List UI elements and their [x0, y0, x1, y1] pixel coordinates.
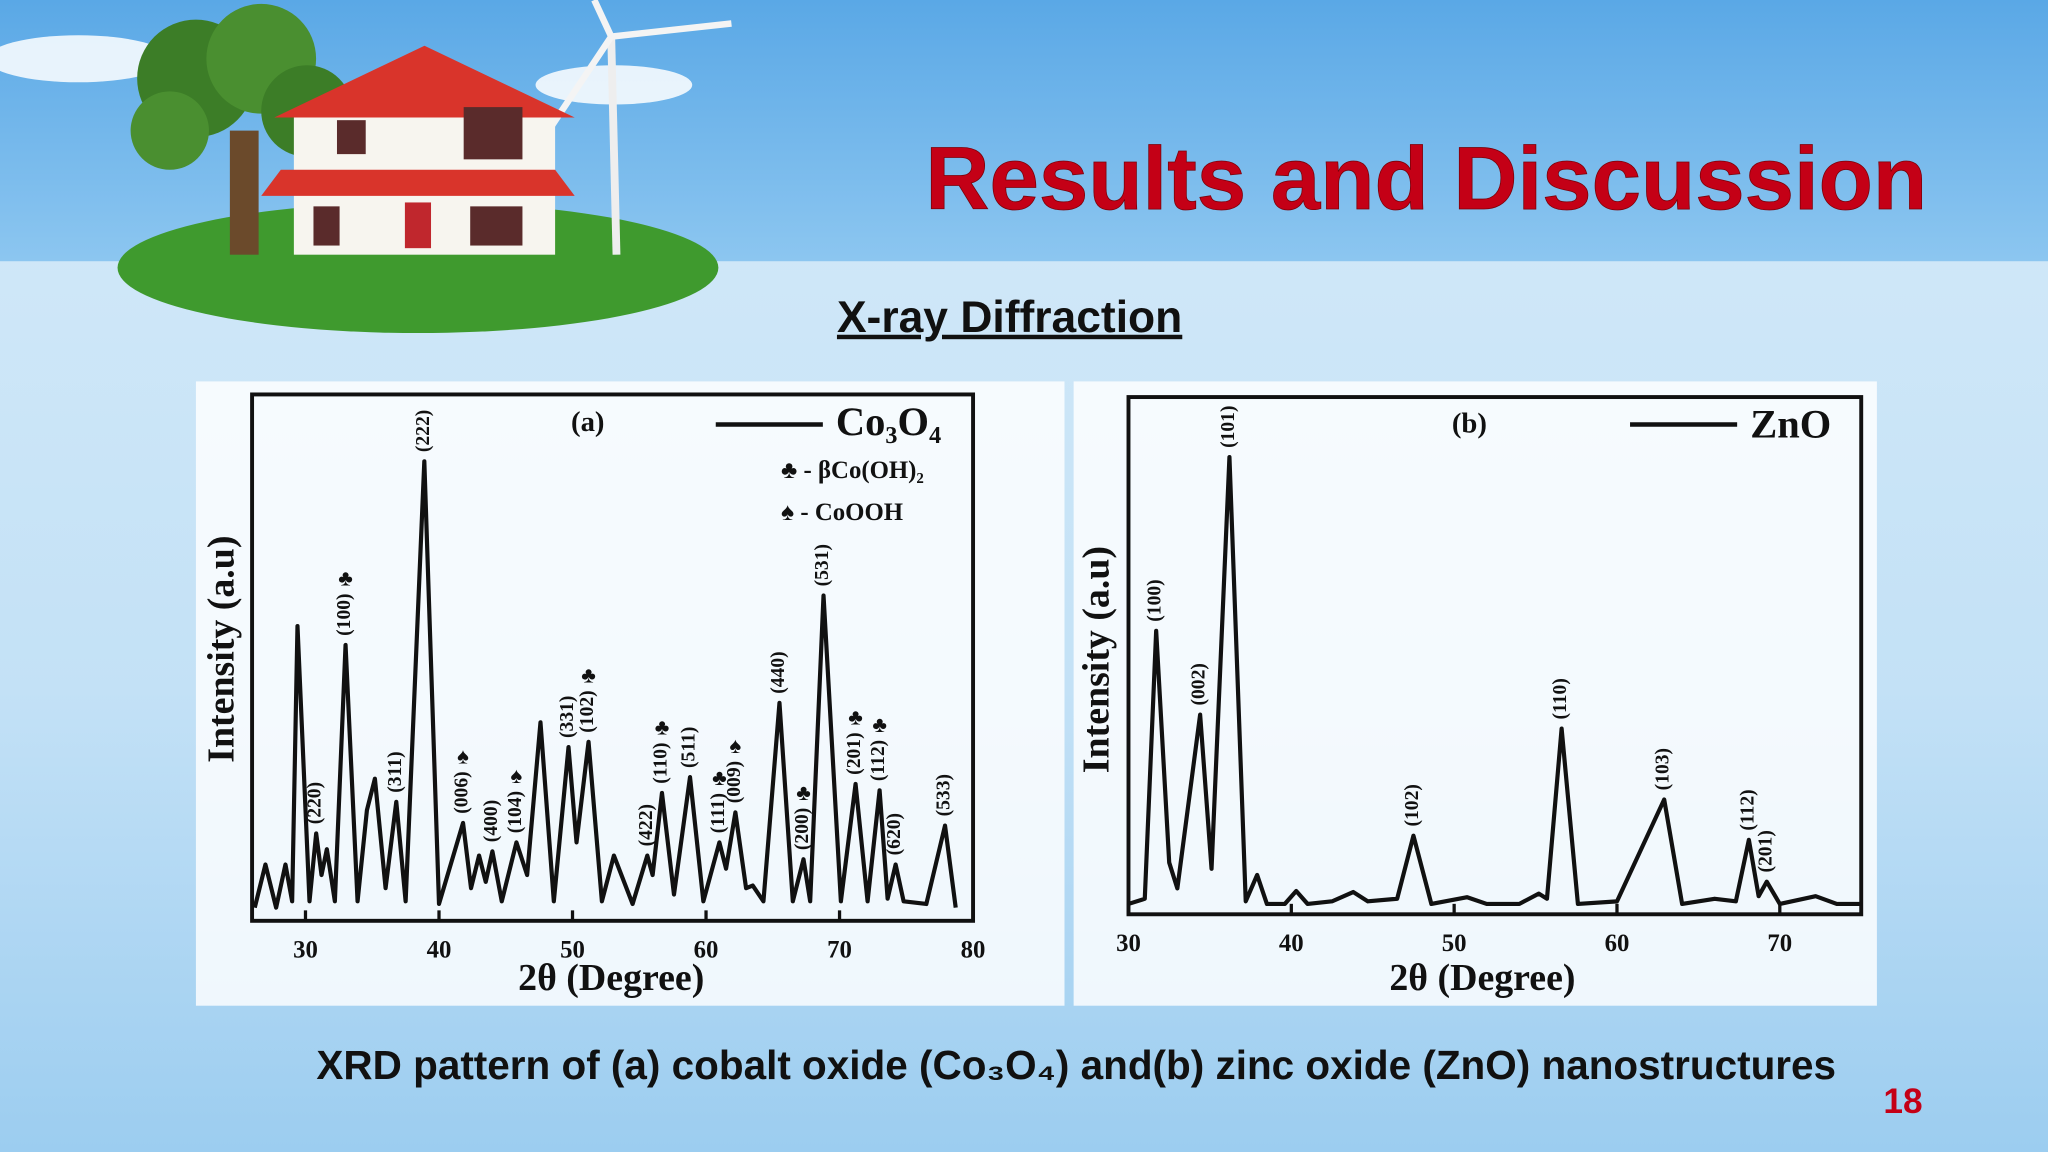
plot-frame [1126, 395, 1864, 917]
peak-label: (422) [636, 804, 657, 846]
peak-symbol: ♣ [581, 662, 596, 687]
slide-title: Results and Discussion [925, 129, 1927, 228]
turbine-blade [610, 20, 732, 40]
peak-label: (222) [413, 410, 434, 452]
peak-label: (200) [792, 808, 813, 850]
peak-label: (009) [724, 761, 745, 803]
y-axis-label: Intensity (a.u) [1075, 546, 1117, 773]
x-tick-label: 60 [694, 936, 719, 963]
peak-symbol: ♣ [848, 705, 863, 730]
peak-label: (201) [844, 732, 865, 774]
tree-canopy [130, 91, 209, 170]
plot-frame [250, 392, 976, 923]
peak-label: (102) [1402, 784, 1423, 826]
x-axis-label: 2θ (Degree) [518, 957, 704, 999]
peak-symbol: ♠ [457, 744, 469, 769]
window [463, 107, 523, 160]
x-tick-label: 50 [1442, 930, 1467, 957]
peak-symbol: ♣ [796, 780, 811, 805]
window [470, 206, 523, 246]
peak-label: (102) [577, 690, 598, 732]
legend-label: ZnO [1750, 402, 1831, 447]
xrd-line [252, 459, 958, 910]
window [313, 206, 340, 246]
section-title: X-ray Diffraction [837, 293, 1182, 342]
peak-label: (220) [305, 782, 326, 824]
x-tick-label: 30 [1116, 930, 1141, 957]
peak-label: (531) [812, 544, 833, 586]
illustration [0, 0, 732, 334]
peak-label: (103) [1653, 748, 1674, 790]
legend-note: ♠ - CoOOH [781, 499, 903, 526]
hill [117, 202, 719, 334]
panel-label: (b) [1452, 407, 1487, 439]
chart-panel [195, 381, 1065, 1006]
peak-label: (511) [679, 727, 700, 768]
peak-label: (006) [452, 771, 473, 813]
legend-note: ♣ - βCo(OH)₂ [781, 457, 924, 484]
peak-label: (104) [505, 791, 526, 833]
peak-label: (101) [1218, 405, 1239, 447]
peak-symbol: ♣ [712, 765, 727, 790]
peak-label: (100) [1145, 579, 1166, 621]
peak-label: (111) [708, 793, 729, 833]
peak-symbol: ♣ [655, 715, 670, 740]
legend-label: Co₃O₄ [836, 399, 941, 444]
peak-label: (331) [557, 696, 578, 738]
peak-label: (400) [481, 800, 502, 842]
peak-label: (440) [768, 651, 789, 693]
x-tick-label: 80 [961, 936, 986, 963]
cloud [0, 35, 170, 83]
x-tick-label: 70 [1767, 930, 1792, 957]
x-tick-label: 60 [1605, 930, 1630, 957]
x-tick-label: 30 [293, 936, 318, 963]
page-number: 18 [1883, 1082, 1922, 1121]
peak-symbol: ♠ [511, 763, 523, 788]
xrd-line [1127, 454, 1862, 907]
peak-label: (112) [1737, 789, 1758, 830]
tree-trunk [229, 130, 259, 255]
window [336, 120, 366, 155]
y-axis-label: Intensity (a.u) [200, 536, 242, 763]
panel-label: (a) [571, 406, 605, 438]
door [404, 202, 432, 249]
turbine-tower [607, 39, 621, 255]
x-axis-label: 2θ (Degree) [1389, 957, 1575, 999]
peak-label: (112) [868, 740, 889, 781]
peak-symbol: ♣ [338, 566, 353, 591]
peak-label: (110) [1550, 678, 1571, 719]
x-tick-label: 70 [827, 936, 852, 963]
peak-symbol: ♣ [872, 712, 887, 737]
figure-caption: XRD pattern of (a) cobalt oxide (Co₃O₄) … [316, 1042, 1836, 1088]
peak-label: (533) [934, 774, 955, 816]
x-tick-label: 40 [1279, 930, 1304, 957]
x-tick-label: 50 [560, 936, 585, 963]
peak-label: (620) [884, 813, 905, 855]
house-roof [261, 169, 575, 196]
peak-label: (002) [1189, 663, 1210, 705]
turbine-blade [591, 0, 615, 38]
peak-symbol: ♠ [730, 733, 742, 758]
house-roof [274, 45, 575, 118]
peak-label: (311) [385, 751, 406, 792]
peak-label: (201) [1755, 830, 1776, 872]
x-tick-label: 40 [427, 936, 452, 963]
peak-label: (100) [334, 593, 355, 635]
charts: 30 40 50 60 70 80 (a) Co₃O₄ ♣ - βCo(OH)₂ ♠ - CoOO… [200, 392, 1864, 999]
peak-label: (110) [650, 742, 671, 783]
